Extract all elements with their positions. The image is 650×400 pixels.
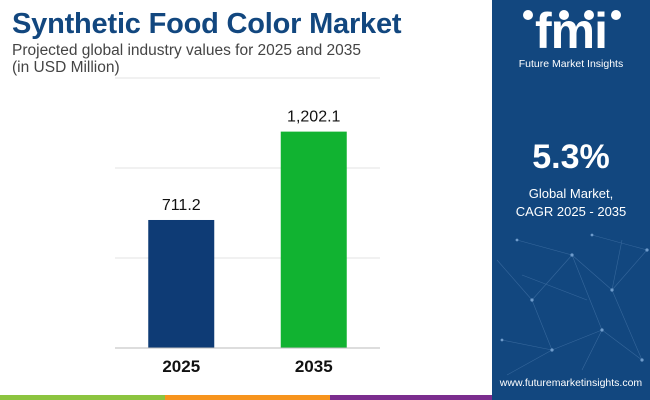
cagr-label-line-2: CAGR 2025 - 2035 [515, 204, 627, 219]
fmi-logo: fmi [535, 3, 608, 59]
data-label-2025: 711.2 [162, 197, 201, 214]
logo-dots-icon [523, 10, 621, 20]
subtitle-line-1: Projected global industry values for 202… [12, 42, 361, 59]
summary-panel: fmi Future Market Insights 5.3% Global M… [492, 0, 650, 400]
x-tick-label-2025: 2025 [162, 357, 200, 376]
x-tick-label-2035: 2035 [295, 357, 333, 376]
network-background-icon [496, 233, 649, 376]
bar-chart: 711.2 2025 1,202.1 2035 [115, 77, 380, 376]
footer-stripe-3 [330, 395, 492, 400]
website-link[interactable]: www.futuremarketinsights.com [499, 377, 643, 389]
bar-2025 [148, 219, 215, 348]
footer-stripe-2 [165, 395, 330, 400]
logo-subtitle: Future Market Insights [518, 58, 624, 70]
footer-stripe-1 [0, 395, 165, 400]
subtitle-line-2: (in USD Million) [12, 59, 120, 76]
page-title: Synthetic Food Color Market [12, 8, 402, 40]
bar-2035 [280, 131, 347, 348]
cagr-label-line-1: Global Market, [528, 186, 614, 201]
page-subtitle: Projected global industry values for 202… [12, 42, 361, 76]
cagr-value: 5.3% [532, 138, 610, 176]
data-label-2035: 1,202.1 [287, 109, 340, 126]
